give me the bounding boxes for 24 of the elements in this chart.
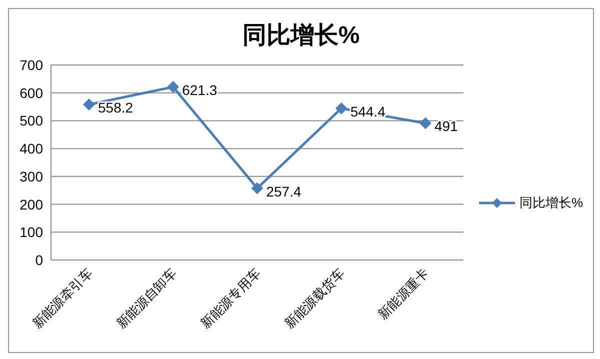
x-tick-label: 新能源自卸车: [113, 266, 180, 332]
data-label: 491: [434, 118, 458, 134]
y-tick-label: 100: [20, 224, 44, 240]
legend-label: 同比增长%: [519, 194, 583, 212]
y-tick-label: 300: [20, 168, 44, 184]
y-tick-label: 700: [20, 56, 44, 73]
x-tick-label: 新能源专用车: [198, 266, 264, 332]
y-tick-label: 500: [20, 112, 44, 129]
data-label: 621.3: [182, 82, 218, 98]
point: [83, 98, 95, 110]
point: [251, 182, 264, 194]
point: [419, 117, 432, 130]
y-tick-label: 0: [35, 252, 44, 268]
chart-title: 同比增长%: [241, 21, 361, 51]
x-tick-label: 新能源牵引车: [29, 266, 96, 332]
x-tick-label: 新能源重卡: [374, 266, 432, 322]
point: [335, 102, 348, 114]
y-tick-label: 200: [20, 196, 44, 212]
x-tick-label: 新能源载货车: [282, 266, 348, 332]
point: [167, 80, 180, 93]
y-tick-label: 400: [20, 140, 44, 157]
y-tick-label: 600: [20, 84, 44, 101]
data-label: 257.4: [266, 183, 302, 200]
data-label: 558.2: [98, 100, 134, 116]
